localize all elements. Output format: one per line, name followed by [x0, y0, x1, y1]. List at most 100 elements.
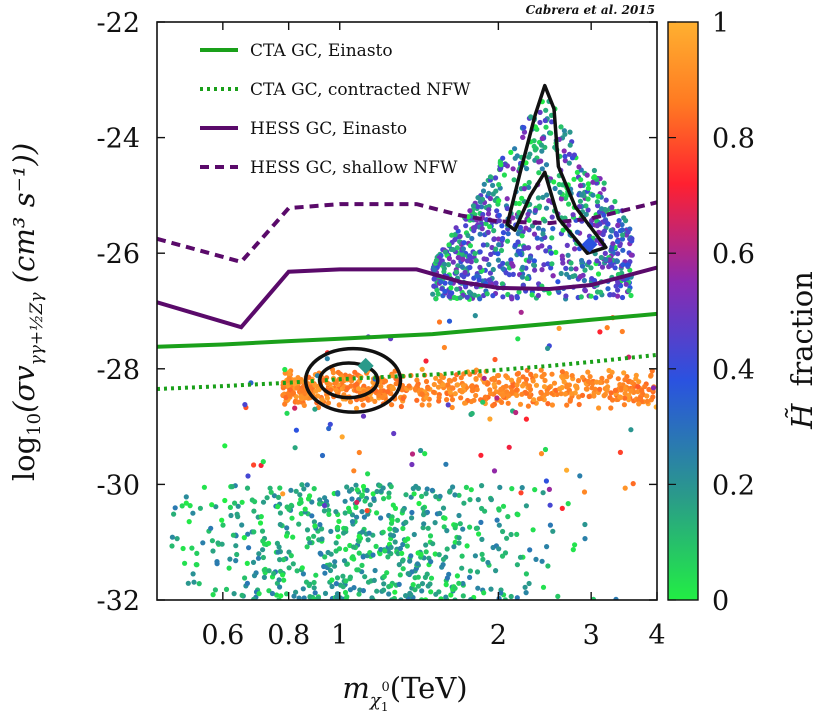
scatter-point [469, 383, 475, 389]
scatter-point [573, 383, 579, 389]
scatter-point [508, 149, 514, 155]
scatter-point [571, 176, 577, 182]
scatter-point [278, 593, 284, 599]
scatter-point [536, 203, 543, 209]
scatter-point [259, 528, 266, 534]
scatter-point [423, 549, 429, 555]
scatter-point [347, 399, 354, 405]
scatter-point [561, 148, 567, 154]
scatter-point [526, 184, 532, 190]
scatter-point [496, 522, 502, 528]
scatter-point [219, 517, 225, 523]
scatter-point [548, 130, 554, 136]
scatter-point [470, 203, 477, 209]
scatter-point [559, 253, 565, 259]
scatter-point [585, 378, 591, 384]
scatter-point [628, 427, 634, 433]
scatter-point [546, 486, 553, 492]
scatter-point [625, 229, 631, 235]
scatter-point [412, 386, 419, 392]
scatter-point [437, 378, 443, 384]
scatter-point [567, 142, 573, 148]
scatter-point [531, 231, 538, 237]
xlabel-main: m [342, 671, 370, 705]
scatter-point [380, 394, 386, 401]
scatter-point [594, 258, 600, 264]
scatter-point [606, 367, 612, 374]
scatter-point [257, 520, 264, 526]
scatter-point [494, 517, 500, 523]
scatter-point [208, 525, 214, 531]
scatter-point [294, 385, 300, 391]
scatter-point [650, 385, 657, 391]
scatter-point [333, 509, 339, 515]
scatter-point [349, 496, 355, 502]
scatter-point [460, 246, 466, 252]
scatter-point [618, 394, 624, 400]
legend-label-2: HESS GC, Einasto [250, 119, 407, 139]
scatter-point [495, 257, 501, 263]
scatter-point [450, 259, 456, 265]
scatter-point [595, 193, 601, 199]
scatter-point [519, 274, 526, 280]
scatter-point [440, 505, 447, 511]
scatter-point [551, 380, 558, 386]
scatter-point [581, 277, 588, 284]
scatter-point [642, 383, 648, 390]
scatter-point [201, 484, 207, 490]
scatter-point [449, 385, 455, 391]
scatter-point [213, 504, 219, 510]
scatter-point [319, 526, 325, 532]
scatter-point [467, 264, 473, 271]
scatter-point [354, 499, 360, 505]
scatter-point [620, 232, 626, 238]
scatter-point [372, 398, 378, 404]
scatter-point [478, 519, 484, 526]
scatter-point [354, 381, 360, 387]
scatter-point [286, 375, 292, 381]
scatter-point [523, 590, 529, 596]
scatter-point [473, 258, 479, 264]
scatter-point [484, 242, 490, 248]
scatter-point [579, 263, 586, 269]
scatter-point [541, 262, 547, 268]
x-tick-label: 0.8 [267, 620, 310, 651]
scatter-point [335, 524, 341, 531]
scatter-point [486, 277, 492, 283]
scatter-point [525, 211, 531, 217]
scatter-point [567, 398, 573, 404]
scatter-point [415, 583, 421, 589]
scatter-point [544, 544, 550, 550]
scatter-point [601, 186, 607, 192]
colorbar [667, 21, 699, 601]
ylabel-prefix-sub: 10 [24, 413, 45, 436]
scatter-point [242, 402, 248, 408]
contour-inner-low [317, 361, 380, 400]
scatter-point [434, 287, 440, 293]
scatter-point [356, 533, 362, 540]
scatter-point [276, 544, 282, 550]
scatter-point [447, 280, 454, 286]
scatter-point [341, 530, 347, 536]
colorbar-label: H̃ fraction [785, 271, 819, 430]
scatter-point [460, 256, 466, 262]
scatter-point [467, 524, 473, 530]
scatter-point [567, 129, 573, 135]
scatter-point [521, 186, 528, 192]
scatter-point [344, 594, 350, 600]
scatter-point [402, 538, 408, 544]
y-tick-label: -22 [97, 8, 140, 39]
scatter-point [635, 384, 641, 390]
scatter-point [530, 527, 536, 533]
scatter-point [347, 576, 353, 582]
scatter-point [437, 493, 443, 499]
scatter-point [419, 588, 425, 594]
scatter-point [364, 396, 370, 402]
scatter-point [481, 590, 487, 596]
scatter-point [542, 117, 548, 124]
scatter-point [520, 264, 526, 270]
scatter-point [454, 286, 460, 292]
scatter-point [571, 152, 578, 158]
scatter-point [403, 492, 409, 498]
scatter-point [496, 507, 502, 513]
